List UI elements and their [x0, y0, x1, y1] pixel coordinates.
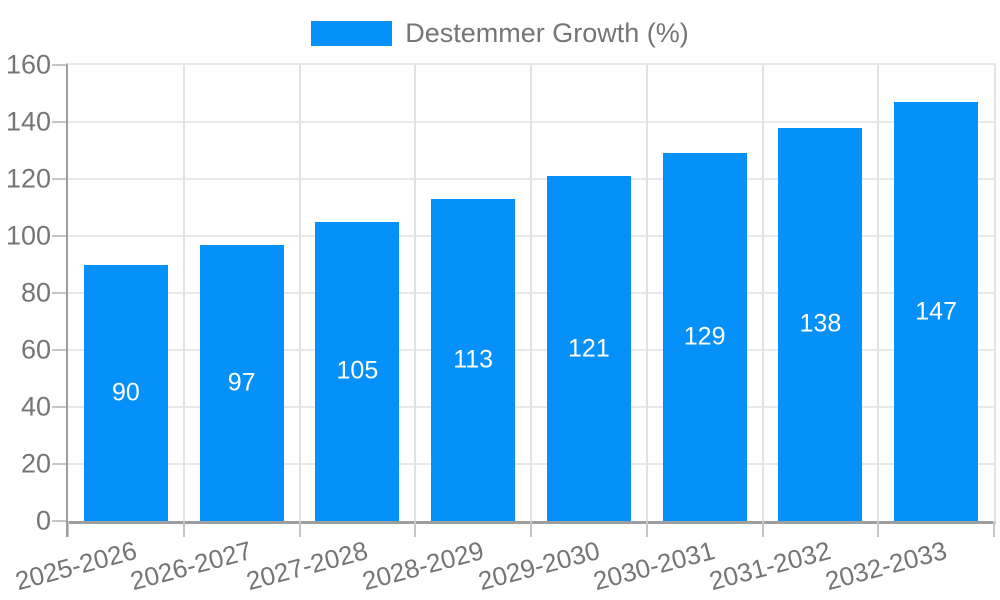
bar [199, 244, 284, 521]
y-tick-label: 20 [20, 448, 51, 479]
y-axis-tick [52, 121, 66, 123]
y-axis-tick [52, 292, 66, 294]
x-tick-label: 2030-2031 [590, 535, 719, 597]
y-tick-label: 40 [20, 391, 51, 422]
x-tick-label: 2026-2027 [127, 535, 256, 597]
x-axis-tick [414, 521, 417, 537]
y-axis-extension [66, 521, 68, 537]
x-gridline [761, 65, 764, 521]
y-tick-label: 160 [5, 49, 51, 80]
y-axis-tick [52, 520, 66, 522]
legend-label: Destemmer Growth (%) [405, 18, 689, 48]
x-gridline [645, 65, 648, 521]
x-axis-tick [993, 521, 995, 537]
x-axis-tick [761, 521, 764, 537]
bar-value-label: 105 [336, 356, 379, 385]
x-gridline [298, 65, 301, 521]
x-axis-tick [298, 521, 301, 537]
x-gridline [877, 65, 880, 521]
bar-value-label: 90 [111, 378, 140, 407]
plot-area: 0 20 40 60 80 100 120 140 160 90 2025-2026 97 2026-2… [6, 51, 996, 596]
x-axis-tick [530, 521, 532, 537]
bar-value-label: 113 [453, 345, 494, 374]
bar [315, 221, 400, 521]
x-gridline [182, 65, 185, 521]
bar [662, 153, 747, 521]
x-tick-label: 2032-2033 [821, 535, 950, 597]
y-tick-label: 100 [5, 220, 51, 251]
x-tick-label: 2027-2028 [243, 535, 371, 597]
bar [546, 176, 631, 521]
y-tick-label: 80 [20, 277, 51, 308]
y-tick-label: 0 [35, 505, 51, 536]
bar-value-label: 147 [915, 297, 957, 326]
x-axis-tick [877, 521, 880, 537]
bar-value-label: 121 [568, 334, 610, 363]
bar-value-label: 97 [227, 368, 256, 397]
x-axis-tick [182, 521, 185, 537]
bar-value-label: 138 [799, 309, 842, 338]
bar [894, 102, 979, 521]
y-tick-label: 120 [5, 163, 51, 194]
x-tick-label: 2025-2026 [11, 535, 140, 597]
y-axis-tick [52, 178, 66, 180]
bar [83, 264, 168, 521]
x-tick-label: 2031-2032 [706, 535, 834, 597]
x-tick-label: 2028-2029 [358, 535, 487, 597]
bar [431, 198, 516, 521]
y-tick-label: 140 [5, 106, 51, 137]
y-axis-tick [52, 349, 66, 351]
x-tick-label: 2029-2030 [474, 535, 603, 597]
x-axis-tick [645, 521, 648, 537]
legend-swatch [311, 21, 393, 46]
y-axis-tick [52, 64, 66, 66]
x-gridline [414, 65, 417, 521]
y-axis-tick [52, 406, 66, 408]
bar [778, 127, 863, 521]
x-axis-tick [67, 521, 69, 537]
y-tick-label: 60 [20, 334, 51, 365]
y-axis-tick [52, 235, 66, 237]
legend: Destemmer Growth (%) [0, 20, 1000, 47]
x-gridline [530, 65, 532, 521]
y-axis-tick [52, 463, 66, 465]
bar-value-label: 129 [683, 322, 726, 351]
